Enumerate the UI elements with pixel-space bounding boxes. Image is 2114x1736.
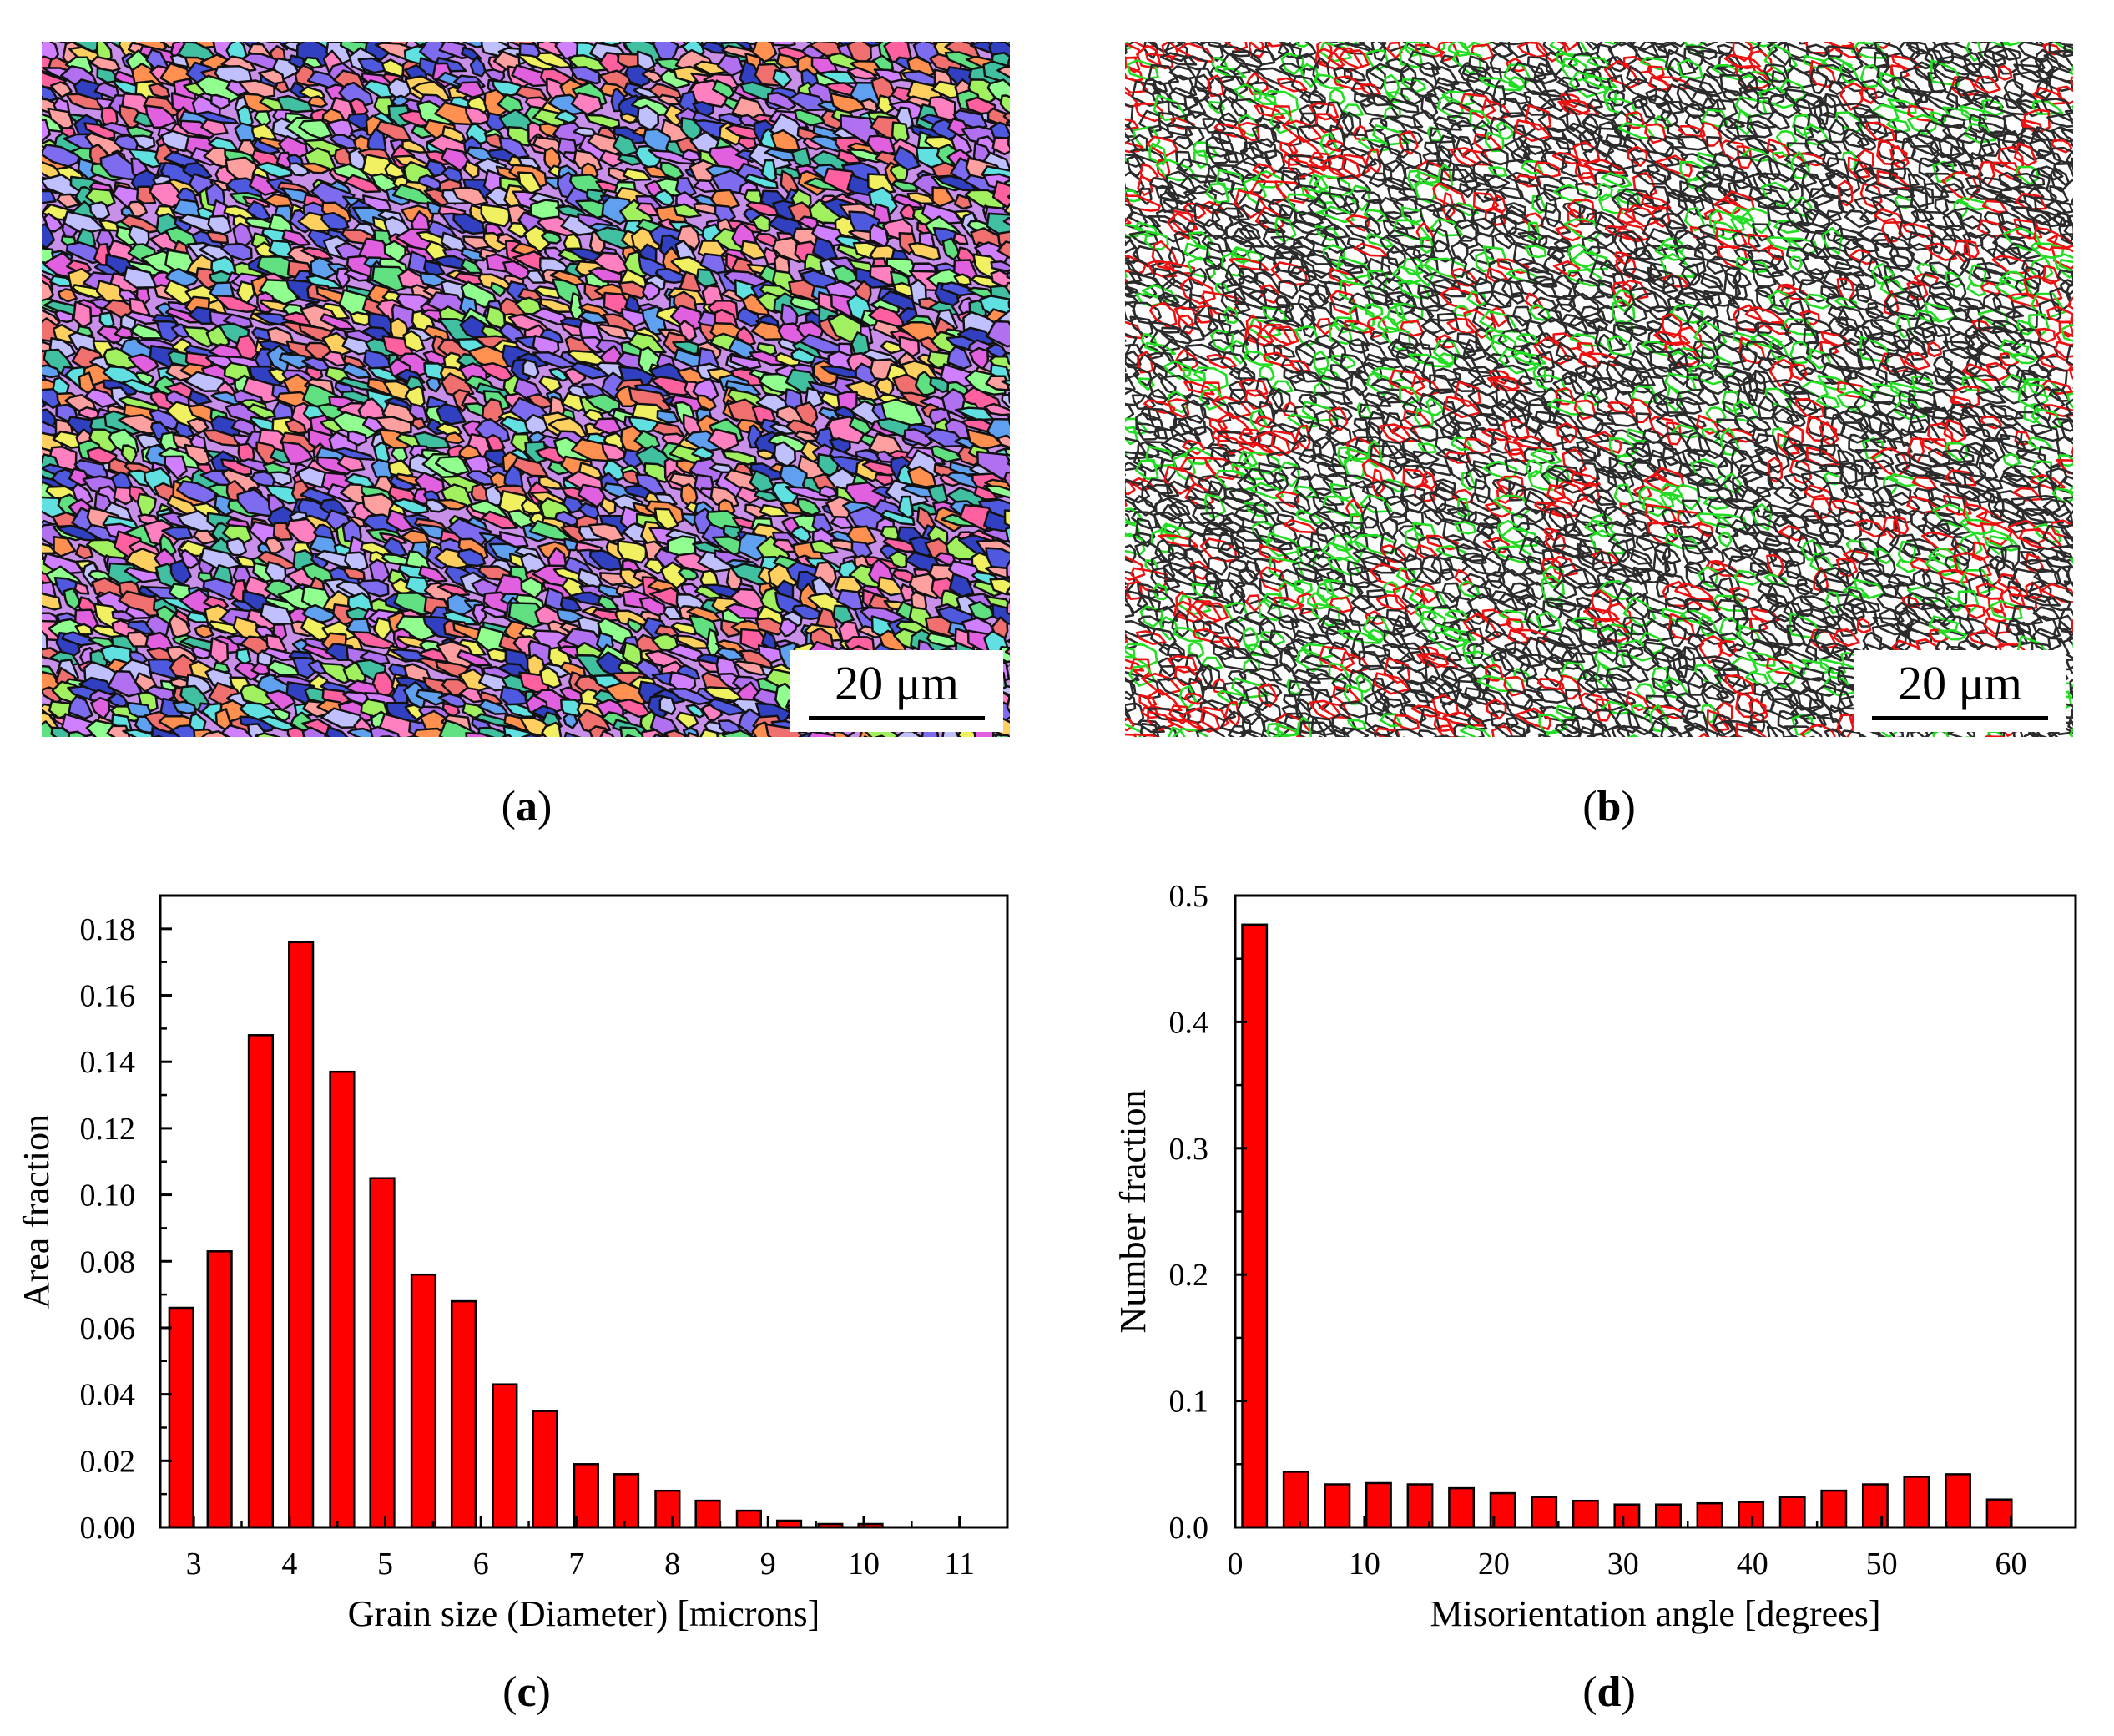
bar-c-9 [532,1410,558,1529]
x-tick-label-c-7: 10 [848,1547,880,1582]
bar-d-15 [1861,1483,1889,1529]
caption-c: (c) [502,1668,551,1716]
scale-bar-line-a [809,716,985,720]
scale-bar-label-b: 20 μm [1898,656,2022,710]
y-tick-label-c-2: 0.04 [80,1378,136,1413]
x-tick-label-c-3: 6 [473,1547,489,1582]
bar-c-14 [735,1509,762,1529]
bar-d-16 [1903,1476,1930,1529]
x-tick-label-c-4: 7 [568,1547,584,1582]
bar-d-10 [1655,1503,1682,1529]
bar-d-1 [1282,1471,1309,1529]
x-axis-label-c: Grain size (Diameter) [microns] [348,1593,820,1634]
bar-c-11 [613,1473,640,1529]
bar-c-6 [410,1273,437,1529]
bar-c-1 [206,1250,233,1529]
y-tick-label-c-1: 0.02 [80,1444,136,1479]
y-tick-label-c-7: 0.14 [80,1045,136,1080]
bar-d-18 [1985,1498,2013,1529]
y-tick-label-d-5: 0.5 [1169,879,1209,914]
plot-frame-d [1234,894,2077,1529]
bar-c-12 [654,1489,681,1529]
y-axis-label-d: Number fraction [1112,1090,1153,1334]
y-tick-label-d-3: 0.3 [1169,1132,1209,1167]
x-tick-label-d-1: 10 [1349,1547,1380,1582]
x-tick-label-d-3: 30 [1607,1547,1639,1582]
caption-d: (d) [1582,1668,1636,1716]
x-tick-label-c-8: 11 [944,1547,975,1582]
x-tick-label-c-1: 4 [281,1547,297,1582]
x-tick-label-d-2: 20 [1478,1547,1510,1582]
bar-d-4 [1406,1483,1434,1529]
x-tick-label-c-2: 5 [377,1547,393,1582]
x-tick-label-c-6: 9 [760,1547,776,1582]
y-tick-label-c-5: 0.10 [80,1178,136,1214]
ebsd-orientation-map: 20 μm [42,42,1010,737]
y-tick-label-d-0: 0.0 [1169,1511,1209,1546]
grain-size-histogram: 3 4 5 6 7 8 9 10 11 0.00 0.02 0.04 0.06 0.08 0.10 0.12 0… [16,894,1009,1634]
y-tick-label-c-3: 0.06 [80,1311,136,1346]
y-tick-label-d-4: 0.4 [1169,1005,1209,1040]
bar-c-13 [694,1499,721,1529]
bar-d-0 [1241,923,1269,1529]
bar-d-8 [1572,1499,1599,1529]
bar-d-13 [1778,1496,1806,1529]
bar-c-7 [450,1299,477,1529]
bar-c-2 [247,1034,275,1529]
bar-c-5 [369,1177,396,1529]
misorientation-histogram: 0 10 20 30 40 50 60 0.0 0.1 0.2 0.3 0.4 0.5 Misorient… [1112,879,2077,1634]
x-tick-label-d-6: 60 [1995,1547,2027,1582]
bar-d-3 [1365,1481,1392,1529]
y-tick-label-d-1: 0.1 [1169,1385,1209,1420]
bar-d-14 [1820,1489,1848,1529]
y-tick-label-d-2: 0.2 [1169,1258,1209,1293]
caption-b: (b) [1582,783,1636,830]
scale-bar-label-a: 20 μm [835,656,959,710]
bar-d-7 [1531,1496,1558,1529]
scale-bar-a: 20 μm [790,650,1003,732]
bar-d-12 [1738,1501,1765,1529]
y-tick-label-c-9: 0.18 [80,912,136,947]
x-tick-label-c-0: 3 [186,1547,202,1582]
bar-d-2 [1324,1483,1351,1529]
bar-c-10 [573,1463,599,1529]
plot-frame-c [159,894,1009,1529]
bar-c-0 [168,1306,194,1529]
bar-d-5 [1448,1486,1476,1529]
x-tick-label-d-0: 0 [1228,1547,1244,1582]
grain-boundary-map: 20 μm [1125,42,2073,737]
bar-c-4 [329,1070,356,1529]
bar-c-8 [492,1383,518,1529]
y-tick-label-c-6: 0.12 [80,1112,136,1147]
bar-d-11 [1696,1501,1723,1529]
bar-d-9 [1613,1503,1641,1529]
orientation-map-image [42,42,1010,737]
bar-c-3 [288,941,315,1529]
x-axis-label-d: Misorientation angle [degrees] [1430,1593,1880,1634]
y-tick-label-c-4: 0.08 [80,1244,136,1279]
y-axis-label-c: Area fraction [16,1114,57,1309]
y-tick-label-c-8: 0.16 [80,979,136,1014]
x-tick-label-c-5: 8 [664,1547,680,1582]
bar-d-17 [1945,1473,1971,1529]
scale-bar-line-b [1872,716,2048,720]
y-tick-label-c-0: 0.00 [80,1511,136,1546]
x-tick-label-d-4: 40 [1737,1547,1768,1582]
caption-a: (a) [501,783,552,830]
x-tick-label-d-5: 50 [1866,1547,1898,1582]
scale-bar-b: 20 μm [1854,650,2066,732]
